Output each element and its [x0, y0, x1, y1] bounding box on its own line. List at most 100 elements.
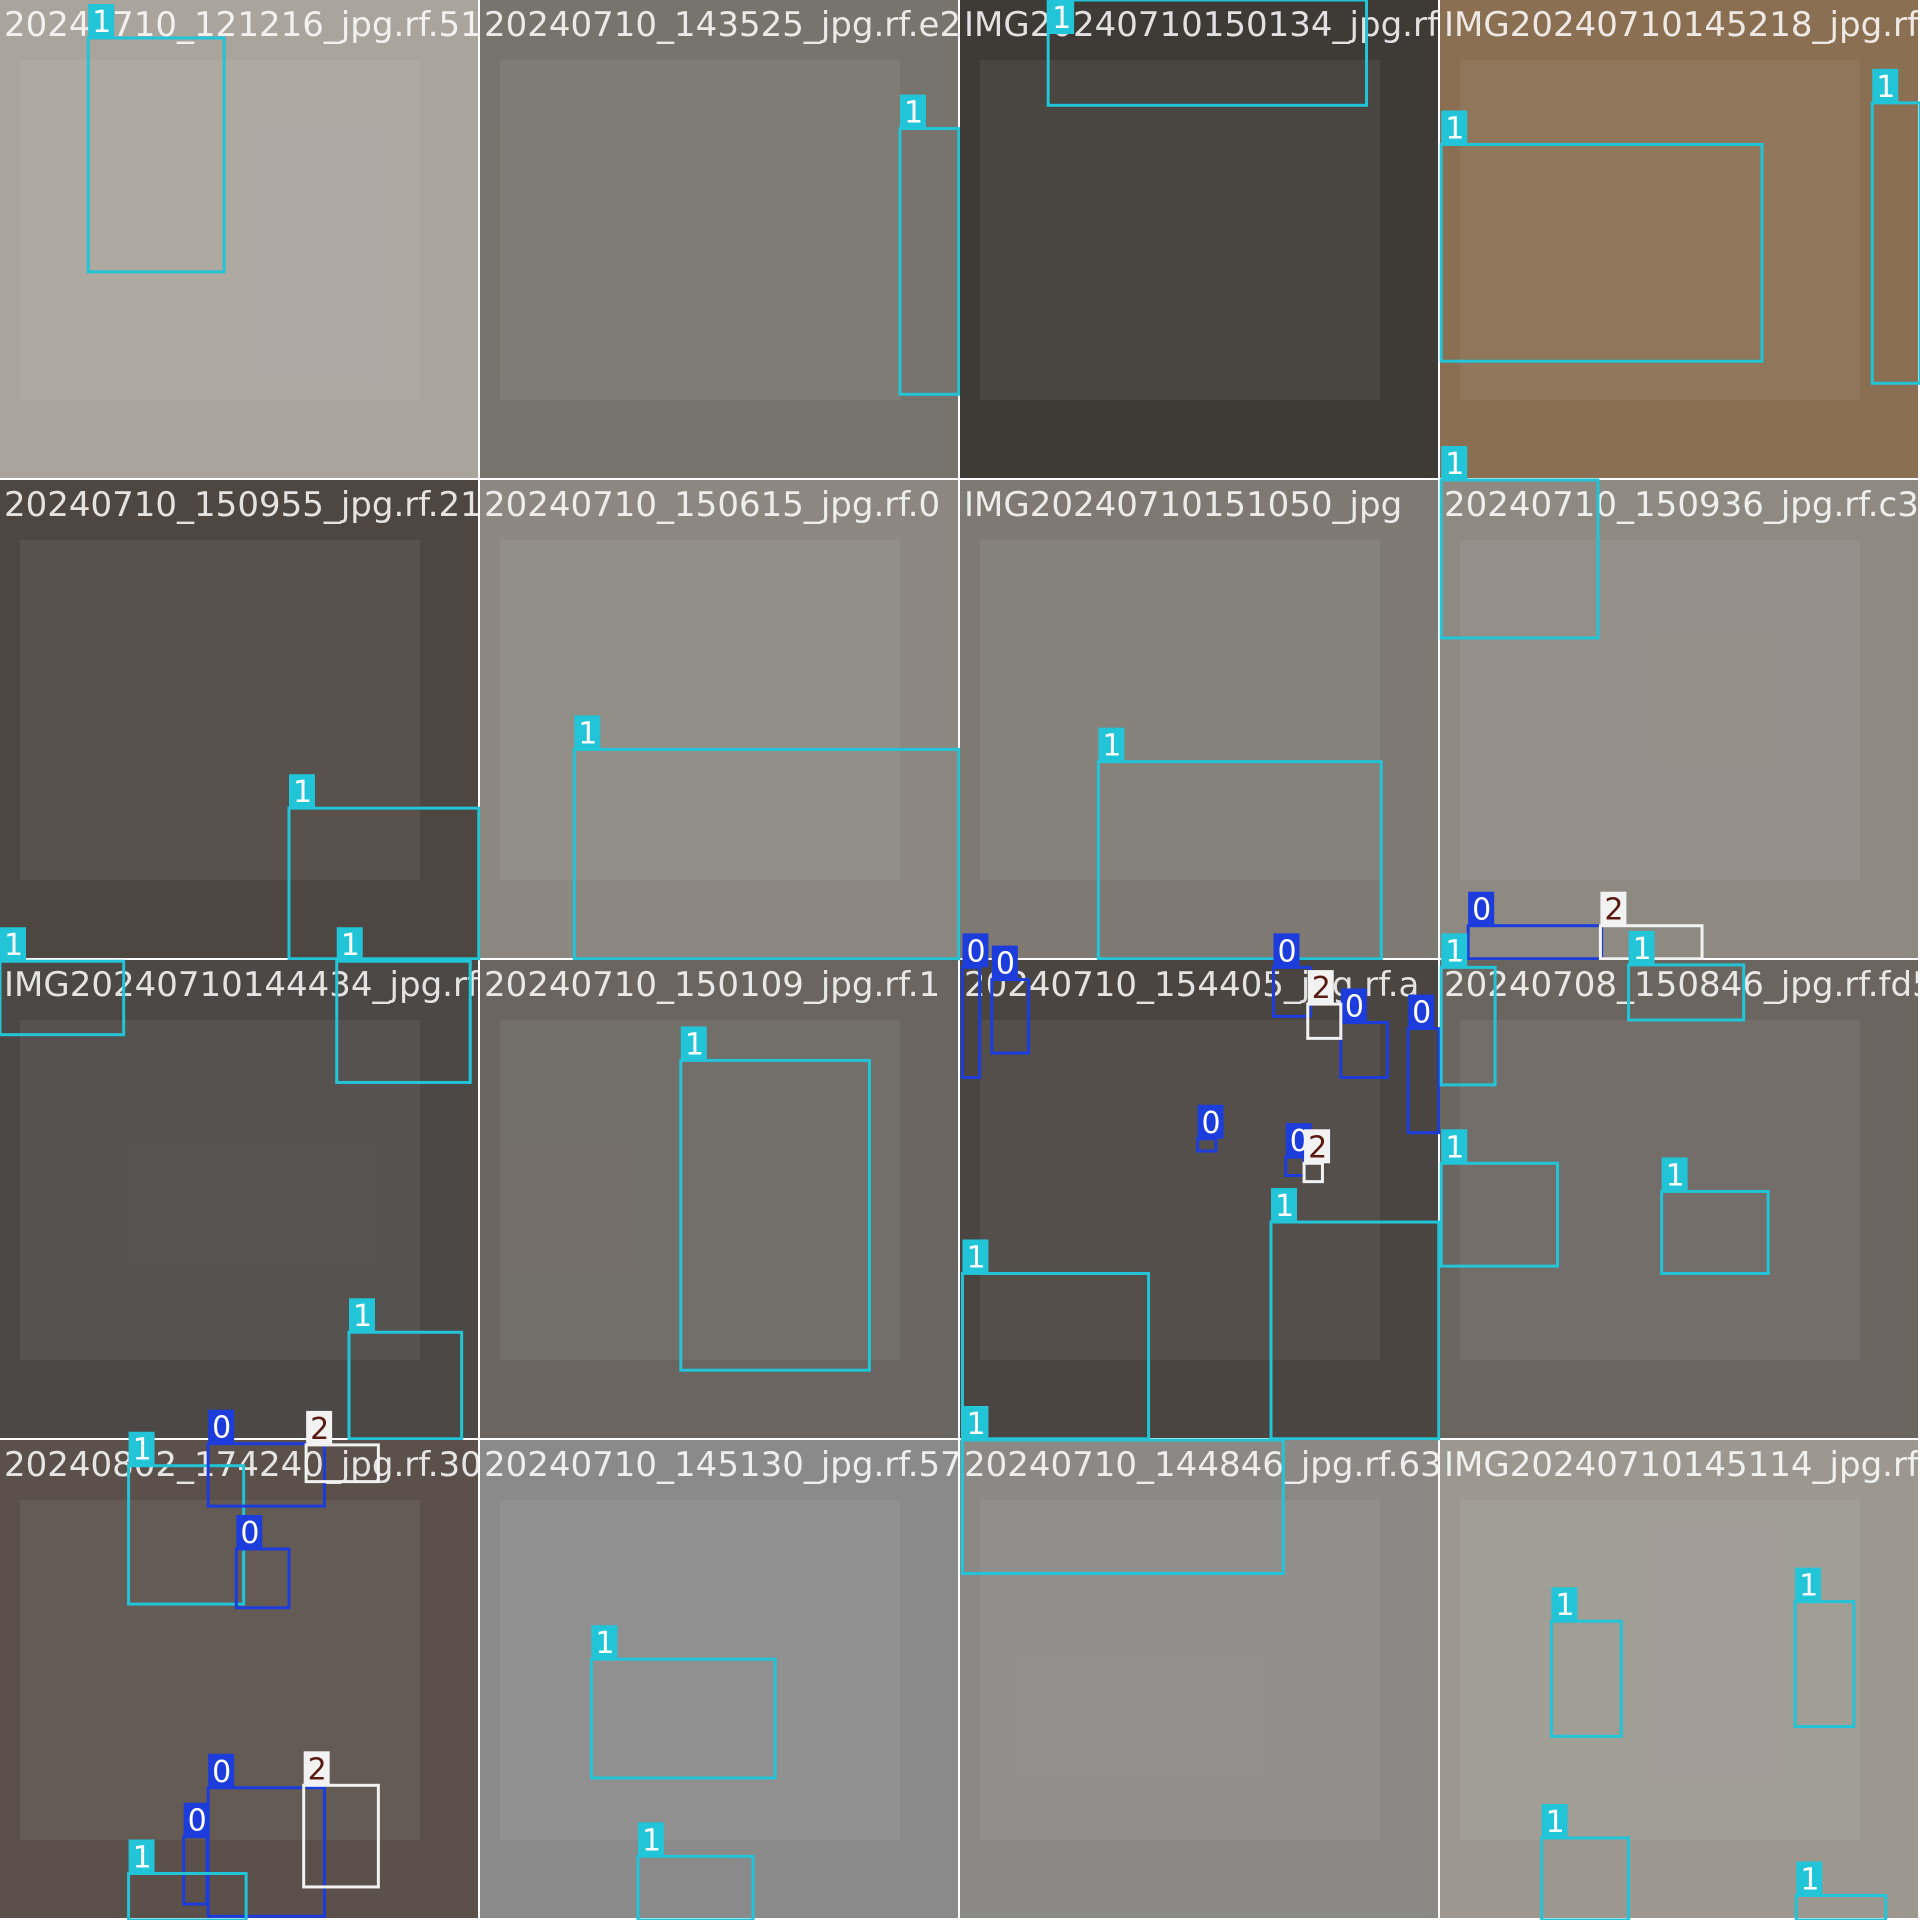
bounding-box: [960, 1438, 1285, 1575]
class-label: 1: [1546, 1805, 1565, 1840]
tile-texture: [20, 60, 420, 400]
tile-texture: [980, 1020, 1380, 1360]
bounding-box: [304, 1443, 380, 1484]
class-tag: [183, 1802, 210, 1837]
class-tag: [288, 774, 315, 809]
bounding-box: [287, 806, 481, 961]
class-label: 1: [4, 928, 23, 963]
class-label: 2: [308, 1752, 327, 1787]
tile: 20240710_145130_jpg.rf.57 1 1: [480, 1440, 962, 1920]
class-label: 0: [240, 1516, 259, 1551]
class-label: 1: [966, 1240, 985, 1275]
class-tag: [1197, 1104, 1224, 1139]
bounding-box: [347, 1330, 464, 1441]
bounding-box: [1096, 760, 1383, 961]
bounding-box: [335, 959, 472, 1084]
tile-image: [480, 0, 958, 478]
class-tag: [208, 1753, 235, 1788]
tile-image: [960, 960, 1438, 1438]
class-label: 1: [92, 5, 111, 40]
class-tag: [1600, 891, 1627, 926]
class-tag: [128, 1839, 155, 1874]
class-label: 1: [642, 1823, 661, 1858]
class-label: 1: [1275, 1189, 1294, 1224]
class-label: 1: [578, 716, 597, 751]
bounding-box: [1794, 1894, 1888, 1920]
class-label: 0: [996, 947, 1015, 982]
class-tag: [1273, 933, 1300, 968]
class-label: 1: [1633, 932, 1652, 967]
tile-image: [0, 960, 478, 1438]
tile-texture: [980, 60, 1380, 400]
tile-texture: [20, 540, 420, 880]
class-tag: [88, 3, 115, 38]
class-tag: [1796, 1861, 1823, 1896]
class-tag: [1408, 994, 1435, 1029]
class-tag: [336, 927, 363, 962]
class-tag: [0, 927, 26, 962]
class-label: 1: [133, 1840, 152, 1875]
class-tag: [1271, 1188, 1298, 1223]
tile-image: [1440, 480, 1918, 958]
class-tag: [1872, 68, 1899, 103]
class-tag: [1340, 988, 1367, 1023]
tile-image: [480, 480, 958, 958]
tile-texture: [980, 540, 1380, 880]
class-tag: [1541, 1803, 1568, 1838]
bounding-box: [679, 1058, 871, 1372]
class-label: 0: [1345, 989, 1364, 1024]
image-filename: IMG20240710145218_jpg.rf: [1444, 5, 1920, 45]
class-tag: [1441, 1129, 1468, 1164]
class-label: 2: [1308, 1130, 1327, 1165]
class-label: 1: [1445, 1130, 1464, 1165]
class-tag: [1048, 0, 1075, 34]
class-tag: [1468, 891, 1495, 926]
class-tag: [1307, 970, 1334, 1005]
tile: IMG20240710144434_jpg.rf.11 11: [0, 927, 509, 1441]
class-label: 2: [1312, 971, 1331, 1006]
class-label: 0: [966, 934, 985, 969]
class-label: 0: [1472, 893, 1491, 928]
tile-texture: [1460, 540, 1860, 880]
bounding-box: [1549, 1619, 1623, 1738]
image-filename: 20240710_150109_jpg.rf.1: [484, 965, 940, 1005]
tile: 20240710_150936_jpg.rf.c31 0 2: [1439, 446, 1919, 961]
tile: 20240710_150109_jpg.rf.1 1: [480, 960, 958, 1438]
class-label: 1: [133, 1433, 152, 1468]
bounding-box: [898, 127, 961, 396]
class-label: 1: [1445, 111, 1464, 146]
class-label: 0: [188, 1804, 207, 1839]
class-label: 1: [353, 1299, 372, 1334]
bounding-box: [1269, 1220, 1441, 1441]
bounding-box: [1439, 965, 1497, 1087]
class-tag: [1441, 933, 1468, 968]
class-label: 1: [595, 1626, 614, 1661]
class-label: 1: [1445, 934, 1464, 969]
bounding-box: [1627, 963, 1746, 1022]
tile-texture: [500, 60, 900, 400]
tile-image: [960, 1440, 1438, 1918]
tile-image: [480, 1440, 958, 1918]
tile-texture: [1460, 60, 1860, 400]
bounding-box: [1046, 0, 1369, 107]
class-tag: [1441, 446, 1468, 480]
class-tag: [900, 94, 926, 129]
image-filename: 20240710_150615_jpg.rf.0: [484, 485, 940, 525]
image-filename: 20240708_150846_jpg.rf.fd5: [1444, 965, 1920, 1005]
image-filename: 20240710_121216_jpg.rf.51: [4, 5, 482, 45]
image-filename: 20240710_145130_jpg.rf.57: [484, 1445, 962, 1485]
tile-texture: [1460, 1020, 1860, 1360]
bounding-box: [86, 36, 226, 274]
class-tag: [128, 1431, 155, 1466]
class-tag: [1661, 1157, 1688, 1192]
class-label: 1: [341, 928, 360, 963]
class-label: 1: [1666, 1158, 1685, 1193]
bounding-box: [0, 959, 126, 1037]
image-filename: 20240710_143525_jpg.rf.e2: [484, 5, 961, 45]
class-tag: [1551, 1587, 1578, 1622]
image-filename: IMG20240710151050_jpg: [964, 485, 1402, 525]
class-label: 1: [966, 1407, 985, 1442]
class-label: 1: [1876, 70, 1895, 105]
